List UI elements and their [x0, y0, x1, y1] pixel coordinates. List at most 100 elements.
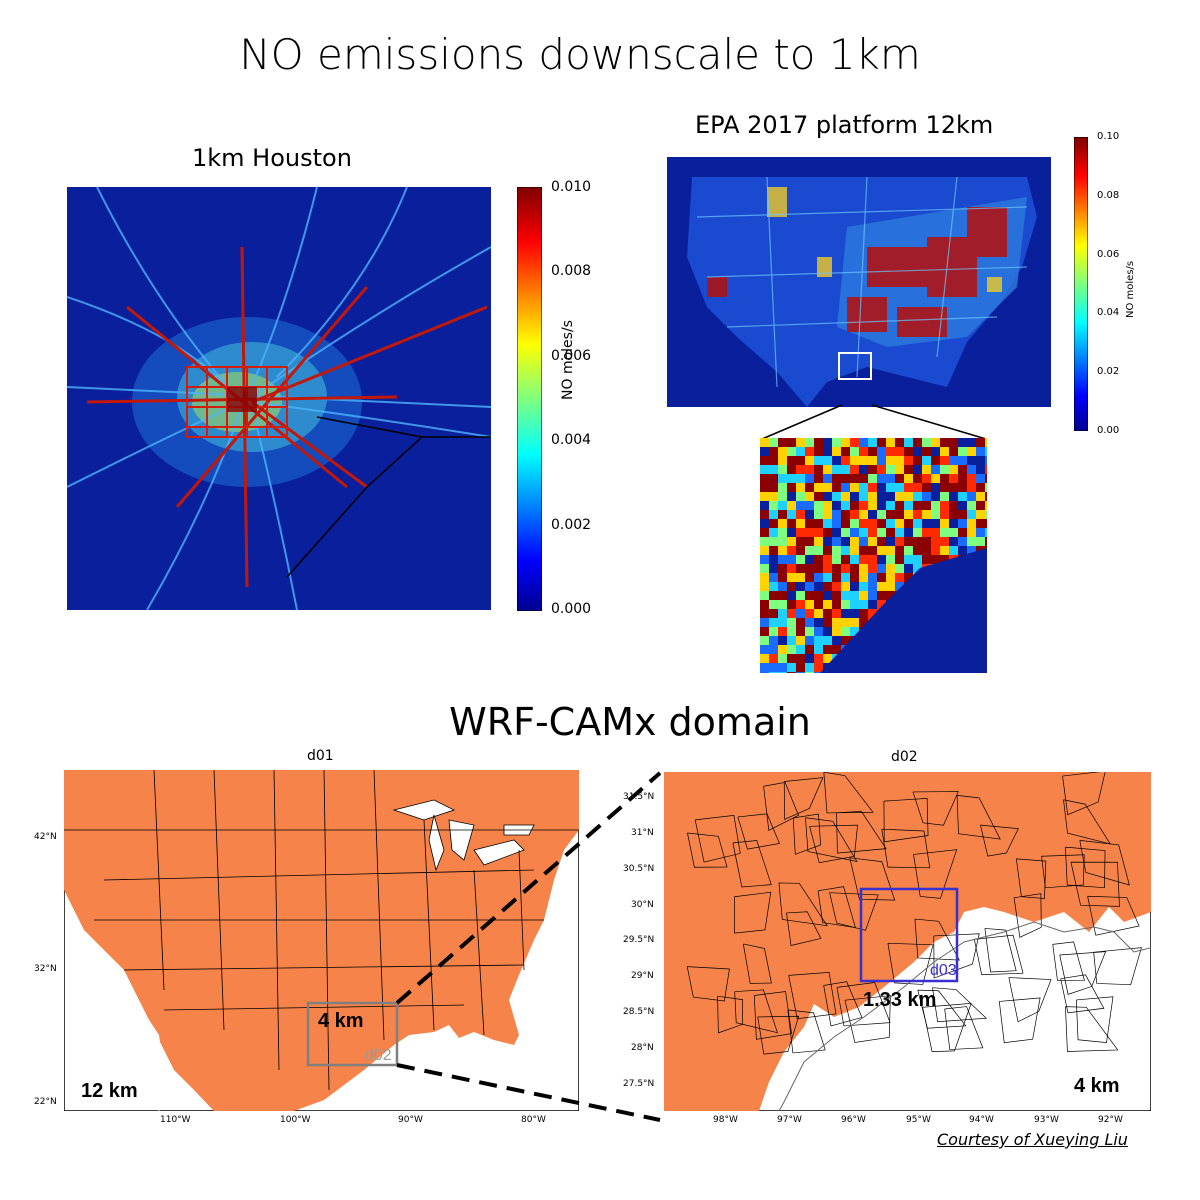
emission-cell — [805, 645, 814, 654]
emission-cell — [778, 492, 787, 501]
emission-cell — [922, 519, 931, 528]
d02-lon-tick: 93°W — [1034, 1115, 1059, 1125]
emission-cell — [886, 483, 895, 492]
emission-cell — [814, 582, 823, 591]
emission-cell — [760, 501, 769, 510]
emission-cell — [805, 519, 814, 528]
emission-cell — [859, 465, 868, 474]
emission-cell — [787, 501, 796, 510]
emission-cell — [895, 546, 904, 555]
emission-cell — [841, 528, 850, 537]
emission-cell — [913, 465, 922, 474]
emission-cell — [850, 564, 859, 573]
emission-cell — [787, 654, 796, 663]
d02-box-label: d02 — [365, 1047, 392, 1064]
emission-cell — [796, 564, 805, 573]
emission-cell — [832, 519, 841, 528]
emission-cell — [985, 456, 987, 465]
emission-cell — [769, 483, 778, 492]
emission-cell — [841, 618, 850, 627]
emission-cell — [850, 573, 859, 582]
houston-emission-map — [67, 187, 491, 610]
emission-cell — [895, 519, 904, 528]
emission-cell — [796, 609, 805, 618]
emission-cell — [832, 510, 841, 519]
emission-cell — [823, 618, 832, 627]
emission-cell — [778, 591, 787, 600]
emission-cell — [841, 600, 850, 609]
emission-cell — [850, 456, 859, 465]
emission-cell — [769, 501, 778, 510]
emission-cell — [940, 519, 949, 528]
emission-cell — [823, 474, 832, 483]
county-boundary — [1062, 772, 1106, 816]
county-boundary — [1065, 846, 1106, 889]
emission-cell — [904, 546, 913, 555]
emission-cell — [823, 555, 832, 564]
emission-cell — [949, 528, 958, 537]
emission-cell — [985, 465, 987, 474]
d02-lon-tick: 94°W — [969, 1115, 994, 1125]
emission-cell — [967, 546, 976, 555]
emission-cell — [787, 474, 796, 483]
emission-cell — [814, 465, 823, 474]
emission-cell — [967, 528, 976, 537]
emission-cell — [940, 483, 949, 492]
emission-cell — [859, 537, 868, 546]
emission-cell — [886, 447, 895, 456]
emission-cell — [832, 582, 841, 591]
emission-cell — [949, 465, 958, 474]
county-boundary — [717, 995, 744, 1034]
emission-cell — [787, 537, 796, 546]
county-boundary — [998, 997, 1041, 1044]
emission-cell — [823, 591, 832, 600]
d02-lon-tick: 97°W — [777, 1115, 802, 1125]
emission-cell — [760, 600, 769, 609]
emission-cell — [859, 618, 868, 627]
emission-cell — [814, 672, 823, 673]
emission-cell — [877, 510, 886, 519]
emission-cell — [868, 483, 877, 492]
d02-title: d02 — [891, 749, 918, 765]
emission-cell — [931, 555, 940, 564]
emission-cell — [823, 528, 832, 537]
emission-cell — [796, 528, 805, 537]
emission-cell — [895, 510, 904, 519]
emission-cell — [760, 654, 769, 663]
emission-cell — [976, 465, 985, 474]
epa-tick: 0.08 — [1097, 190, 1120, 201]
emission-cell — [778, 573, 787, 582]
d02-lat-tick: 28.5°N — [623, 1007, 655, 1017]
emission-cell — [985, 492, 987, 501]
emission-cell — [760, 627, 769, 636]
county-boundary — [686, 966, 730, 1002]
emission-cell — [922, 438, 931, 447]
emission-cell — [778, 447, 787, 456]
emission-cell — [958, 474, 967, 483]
county-boundary — [778, 882, 828, 927]
emission-cell — [859, 519, 868, 528]
emission-cell — [841, 582, 850, 591]
emission-cell — [940, 492, 949, 501]
emission-cell — [940, 456, 949, 465]
emission-cell — [859, 573, 868, 582]
emission-cell — [787, 672, 796, 673]
emission-cell — [814, 636, 823, 645]
emission-cell — [877, 582, 886, 591]
d02-lon-tick: 98°W — [713, 1115, 738, 1125]
emission-cell — [805, 618, 814, 627]
emission-cell — [886, 573, 895, 582]
emission-cell — [868, 537, 877, 546]
emission-cell — [787, 609, 796, 618]
emission-cell — [769, 492, 778, 501]
emission-cell — [967, 465, 976, 474]
emission-cell — [868, 474, 877, 483]
emission-cell — [832, 564, 841, 573]
emission-cell — [967, 447, 976, 456]
emission-cell — [778, 564, 787, 573]
emission-cell — [877, 546, 886, 555]
emission-cell — [904, 555, 913, 564]
emission-cell — [850, 591, 859, 600]
emission-cell — [778, 546, 787, 555]
emission-cell — [904, 501, 913, 510]
